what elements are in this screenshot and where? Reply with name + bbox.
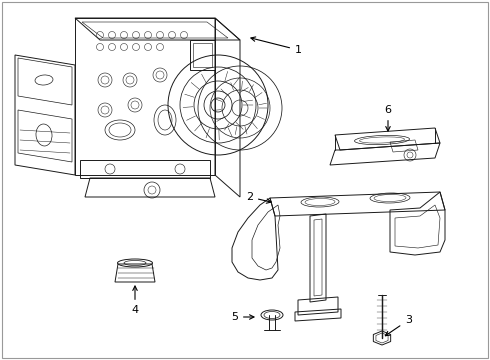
- Text: 2: 2: [246, 192, 271, 203]
- Text: 5: 5: [231, 312, 254, 322]
- Text: 1: 1: [251, 37, 302, 55]
- Text: 6: 6: [385, 105, 392, 131]
- Text: 4: 4: [131, 286, 139, 315]
- Text: 3: 3: [385, 315, 412, 336]
